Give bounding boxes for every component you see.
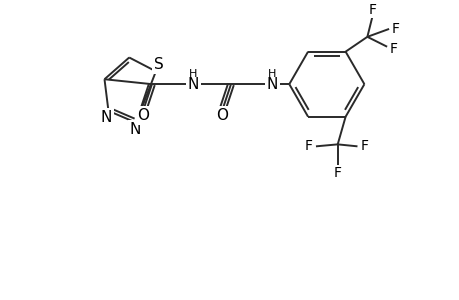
Text: O: O bbox=[216, 108, 228, 123]
Text: F: F bbox=[304, 139, 313, 153]
Text: N: N bbox=[266, 77, 278, 92]
Text: F: F bbox=[391, 22, 399, 36]
Text: H: H bbox=[268, 69, 276, 79]
Text: S: S bbox=[154, 57, 163, 72]
Text: O: O bbox=[137, 108, 149, 123]
Text: N: N bbox=[101, 110, 112, 125]
Text: N: N bbox=[129, 122, 140, 137]
Text: H: H bbox=[189, 69, 197, 79]
Text: N: N bbox=[187, 77, 199, 92]
Text: F: F bbox=[368, 3, 375, 17]
Text: F: F bbox=[389, 42, 397, 56]
Text: F: F bbox=[359, 139, 368, 153]
Text: F: F bbox=[333, 166, 341, 180]
